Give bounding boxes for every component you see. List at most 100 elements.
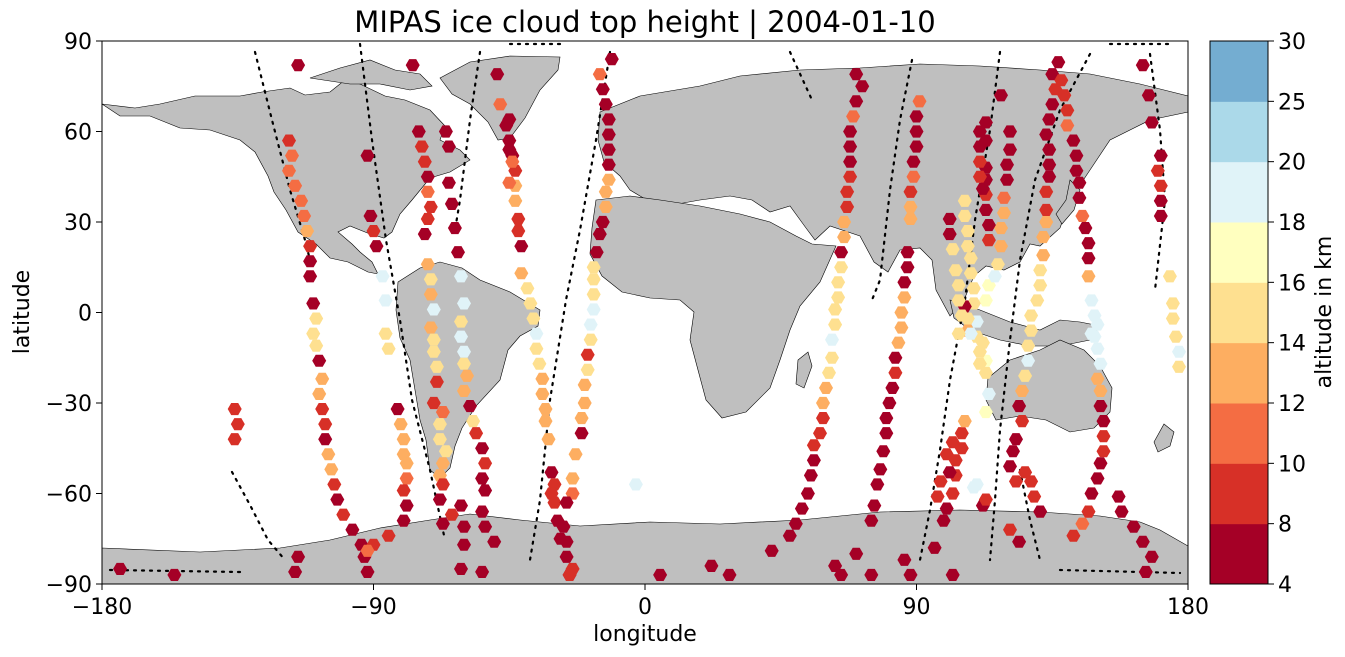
cloud-top-point (426, 396, 441, 410)
cloud-top-point (1081, 252, 1096, 265)
cloud-top-point (951, 294, 966, 307)
cloud-top-point (167, 568, 182, 581)
cloud-top-point (511, 212, 526, 225)
cloud-top-point (978, 294, 993, 307)
y-tick-label: 60 (64, 121, 92, 146)
cloud-top-point (1090, 472, 1105, 485)
cloud-top-point (475, 442, 490, 455)
cloud-top-point (1003, 143, 1017, 156)
cloud-top-point (1093, 384, 1108, 397)
cloud-top-point (1036, 231, 1051, 244)
cloud-top-point (559, 496, 574, 509)
cloud-top-point (315, 372, 330, 385)
cloud-top-point (1081, 270, 1096, 283)
cloud-top-point (837, 231, 852, 244)
cloud-top-point (399, 472, 414, 485)
cloud-top-point (867, 499, 882, 512)
cloud-top-point (963, 327, 978, 340)
cloud-top-point (1153, 194, 1168, 207)
cloud-top-point (1045, 68, 1060, 81)
cloud-top-point (897, 553, 912, 566)
cloud-top-point (1012, 535, 1027, 548)
cloud-top-point (288, 179, 303, 192)
cloud-top-point (568, 448, 583, 461)
cloud-top-point (879, 427, 894, 440)
cloud-top-point (294, 194, 309, 207)
cloud-top-point (393, 418, 408, 431)
cloud-top-point (396, 514, 411, 527)
landmass-japan (1055, 179, 1081, 225)
cloud-top-point (463, 400, 477, 413)
cloud-top-point (1093, 457, 1108, 470)
cloud-top-point (1135, 535, 1150, 548)
cloud-top-point (577, 378, 592, 391)
cloud-top-point (885, 381, 900, 394)
cloud-top-point (1039, 128, 1054, 141)
cloud-top-point (562, 568, 577, 581)
cloud-top-point (1030, 294, 1045, 307)
colorbar-label: altitude in km (1312, 236, 1337, 389)
cloud-top-point (972, 125, 987, 138)
cloud-top-point (411, 125, 426, 138)
cloud-top-point (227, 433, 242, 446)
cloud-top-point (429, 360, 444, 373)
cloud-top-point (288, 565, 303, 578)
cloud-top-point (782, 529, 797, 542)
cloud-top-point (454, 499, 468, 512)
cloud-top-point (864, 568, 879, 581)
cloud-top-point (1042, 113, 1057, 126)
cloud-top-point (948, 264, 963, 277)
cloud-top-point (1072, 176, 1087, 189)
cloud-top-point (972, 155, 987, 168)
cloud-top-point (1021, 339, 1036, 352)
cloud-top-points (113, 53, 1186, 581)
cloud-top-point (538, 403, 553, 416)
cloud-top-point (822, 366, 836, 379)
y-tick-label: −30 (46, 392, 92, 417)
cloud-top-point (978, 406, 993, 419)
cloud-top-point (396, 433, 411, 446)
y-axis-label: latitude (10, 270, 35, 354)
colorbar-segment (1210, 282, 1268, 344)
cloud-top-point (454, 315, 468, 328)
cloud-top-point (1168, 330, 1183, 343)
cloud-top-point (447, 222, 462, 235)
cloud-top-point (981, 387, 996, 400)
cloud-top-point (954, 442, 969, 455)
cloud-top-point (990, 258, 1005, 271)
cloud-top-point (454, 562, 468, 575)
cloud-top-point (1165, 312, 1180, 325)
cloud-top-point (1081, 505, 1096, 518)
cloud-top-point (997, 206, 1011, 219)
cloud-top-point (574, 412, 589, 425)
cloud-top-point (891, 336, 906, 349)
cloud-top-point (586, 288, 601, 301)
cloud-top-point (113, 562, 128, 575)
cloud-top-point (435, 406, 450, 419)
colorbar-tick-label: 16 (1278, 271, 1306, 296)
cloud-top-point (1039, 203, 1054, 216)
cloud-top-point (997, 191, 1011, 204)
cloud-top-point (936, 514, 951, 527)
cloud-top-point (1144, 550, 1159, 563)
cloud-top-point (1153, 149, 1168, 162)
landmass-africa (589, 195, 837, 419)
cloud-top-point (475, 505, 490, 518)
cloud-top-point (843, 140, 858, 153)
cloud-top-point (954, 427, 969, 440)
cloud-top-point (882, 396, 897, 410)
cloud-top-point (994, 240, 1008, 253)
cloud-top-point (396, 448, 411, 461)
cloud-top-point (963, 252, 978, 265)
cloud-top-point (438, 125, 453, 138)
cloud-top-point (948, 454, 963, 467)
cloud-top-point (960, 240, 975, 253)
cloud-top-point (1126, 520, 1141, 533)
cloud-top-point (1090, 342, 1105, 355)
cloud-top-point (951, 279, 966, 292)
cloud-top-point (303, 270, 318, 283)
cloud-top-point (816, 396, 830, 410)
cloud-top-point (951, 327, 966, 340)
cloud-top-point (444, 508, 459, 521)
